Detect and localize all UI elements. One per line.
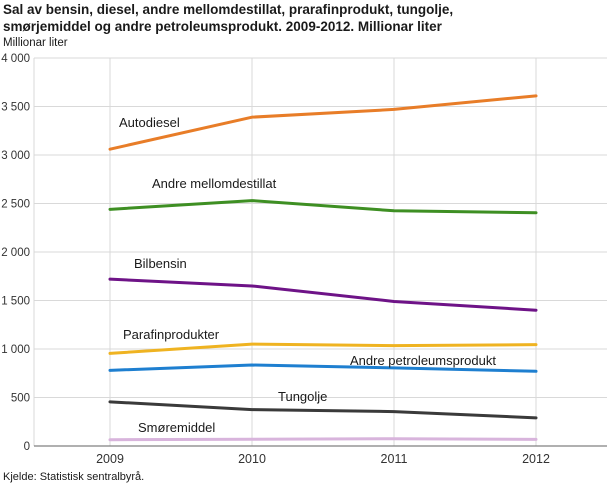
series-label-smoremiddel: Smøremiddel <box>138 420 215 435</box>
series-label-parafinprodukter: Parafinprodukter <box>123 327 220 342</box>
series-line-parafinprodukter <box>108 342 538 355</box>
chart-title-line1: Sal av bensin, diesel, andre mellomdesti… <box>3 2 454 17</box>
y-tick-label-500: 500 <box>11 393 30 405</box>
y-axis-unit-label: Millionar liter <box>3 37 68 49</box>
series-line-tungolje <box>108 400 538 420</box>
series-line-autodiesel <box>108 94 538 151</box>
y-tick-label-2000: 2 000 <box>1 247 30 259</box>
x-tick-label-2011: 2011 <box>381 452 408 466</box>
x-tick-label-2009: 2009 <box>96 452 124 466</box>
series-label-andre-mellomdestillat: Andre mellomdestillat <box>152 176 277 191</box>
series-label-bilbensin: Bilbensin <box>134 256 187 271</box>
series-line-bilbensin <box>108 277 538 312</box>
y-tick-label-3500: 3 500 <box>1 102 30 114</box>
y-tick-label-1500: 1 500 <box>1 296 30 308</box>
y-tick-label-0: 0 <box>24 441 30 453</box>
series-line-smoremiddel <box>108 437 538 442</box>
y-tick-label-1000: 1 000 <box>1 344 30 356</box>
series-label-tungolje: Tungolje <box>278 389 327 404</box>
series-line-andre-mellomdestillat <box>108 199 538 215</box>
x-tick-label-2010: 2010 <box>238 452 266 466</box>
series-line-andre-petroleumsprodukt <box>108 363 538 373</box>
y-tick-label-3000: 3 000 <box>1 150 30 162</box>
y-tick-label-2500: 2 500 <box>1 199 30 211</box>
chart-title: Sal av bensin, diesel, andre mellomdesti… <box>3 1 453 35</box>
y-tick-label-4000: 4 000 <box>1 53 30 65</box>
series-label-autodiesel: Autodiesel <box>119 115 180 130</box>
series-label-andre-petroleumsprodukt: Andre petroleumsprodukt <box>350 353 496 368</box>
chart-title-line2: smørjemiddel og andre petroleumsprodukt.… <box>3 19 442 34</box>
x-tick-label-2012: 2012 <box>522 452 550 466</box>
source-note: Kjelde: Statistisk sentralbyrå. <box>3 471 145 483</box>
